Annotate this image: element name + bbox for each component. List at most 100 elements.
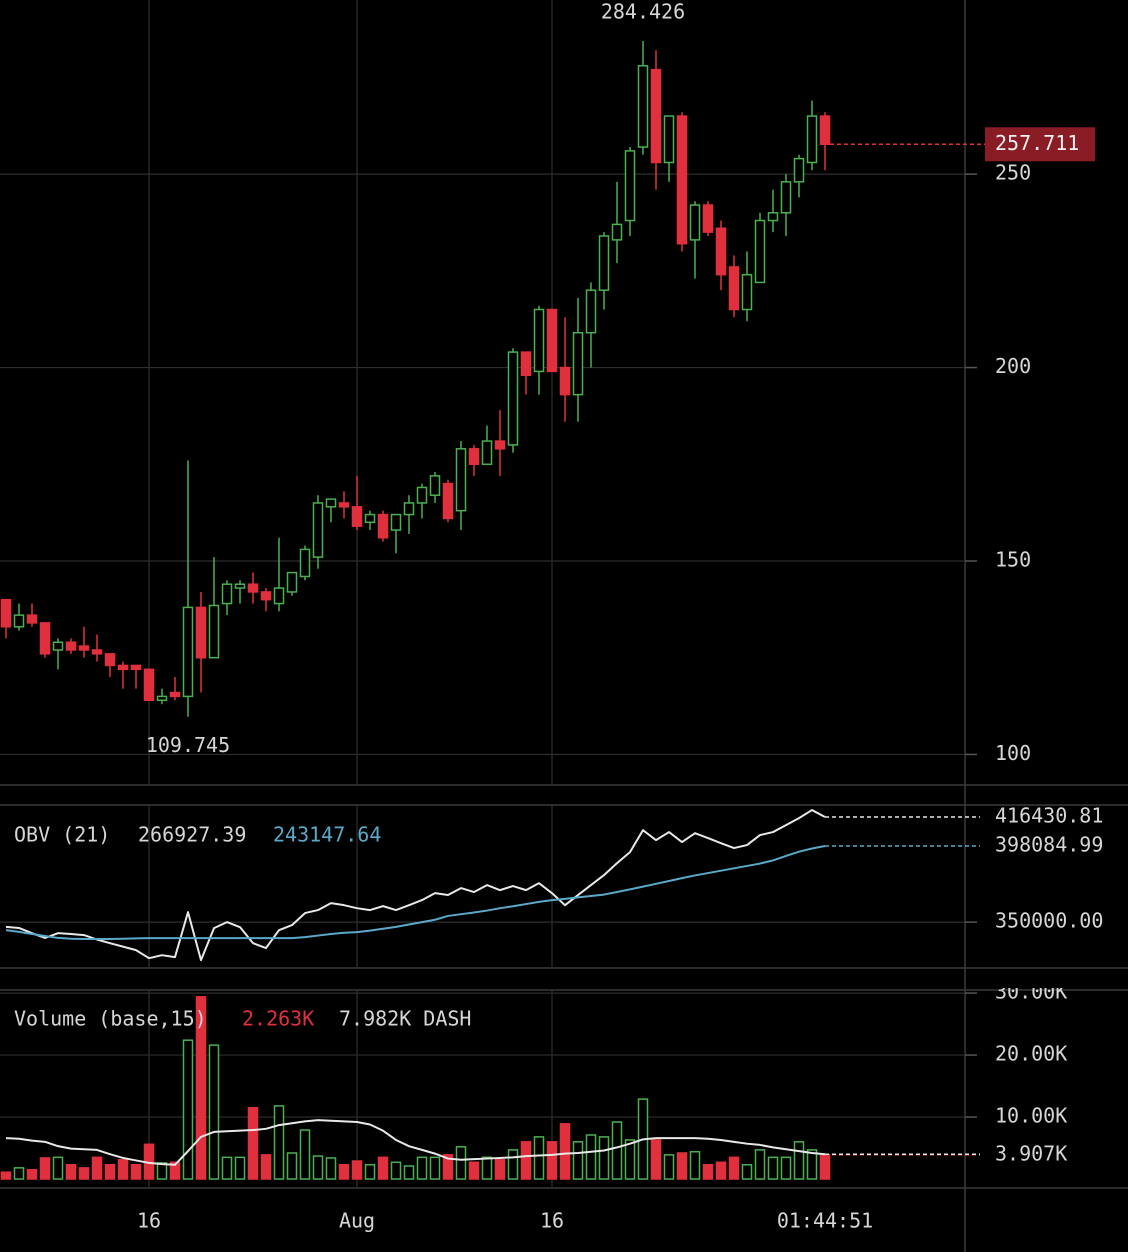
y-tick-label: 10.00K <box>995 1104 1067 1128</box>
obv-title: OBV (21) <box>14 823 110 847</box>
volume-bar <box>325 1157 337 1180</box>
volume-bar <box>0 1171 12 1180</box>
volume-bar <box>546 1141 558 1180</box>
candle-body <box>741 273 753 311</box>
volume-bar <box>117 1159 129 1180</box>
candle-body <box>130 664 142 671</box>
candle-body <box>637 65 649 148</box>
volume-bar <box>611 1121 623 1180</box>
candle-body <box>390 513 402 531</box>
volume-bar <box>273 1105 285 1180</box>
volume-title: Volume (base,15) <box>14 1007 207 1031</box>
candle-body <box>156 695 168 702</box>
candle-body <box>767 212 779 222</box>
candle-body <box>221 583 233 605</box>
candle-body <box>650 68 662 164</box>
candle-body <box>364 513 376 524</box>
volume-bar <box>78 1167 90 1180</box>
candle-body <box>104 653 116 667</box>
volume-bar <box>182 1039 194 1180</box>
volume-bar <box>416 1156 428 1180</box>
volume-bar <box>338 1164 350 1180</box>
candle-body <box>208 604 220 659</box>
volume-bar <box>104 1164 116 1180</box>
last-value-label: 3.907K <box>995 1141 1067 1165</box>
candle-body <box>793 157 805 183</box>
candle-body <box>325 498 337 508</box>
volume-bar <box>13 1167 25 1180</box>
candle-body <box>377 513 389 539</box>
candle-body <box>117 664 129 671</box>
candle-body <box>728 266 740 311</box>
volume-bar <box>52 1156 64 1180</box>
candle-body <box>520 351 532 377</box>
candle-body <box>52 641 64 651</box>
candle-body <box>299 548 311 578</box>
volume-bar <box>403 1165 415 1180</box>
y-tick-label: 350000.00 <box>995 909 1103 933</box>
volume-bar <box>533 1136 545 1180</box>
volume-bar <box>195 996 207 1180</box>
candle-body <box>247 583 259 593</box>
candle-body <box>624 150 636 222</box>
volume-bar <box>234 1156 246 1180</box>
volume-bar <box>455 1146 467 1180</box>
volume-bar <box>39 1157 51 1180</box>
candle-body <box>0 598 12 628</box>
y-tick-label: 30.00K <box>995 980 1067 1004</box>
candle-body <box>689 204 701 241</box>
x-tick-label: 16 <box>137 1209 161 1233</box>
candle-body <box>39 622 51 655</box>
candle-body <box>286 571 298 593</box>
volume-bar <box>663 1154 675 1180</box>
candle-body <box>754 219 766 284</box>
last-price-label: 257.711 <box>995 131 1079 155</box>
candle-body <box>273 587 285 605</box>
volume-bar <box>520 1141 532 1180</box>
volume-bar <box>351 1160 363 1180</box>
x-tick-label: Aug <box>339 1209 375 1233</box>
candle-body <box>546 308 558 373</box>
volume-bar <box>494 1159 506 1180</box>
obv-signal-legend-value: 243147.64 <box>273 823 381 847</box>
indicator-headers: OBV (21) 266927.39 243147.64 Volume (bas… <box>14 823 471 1031</box>
candle-body <box>442 482 454 520</box>
volume-bar <box>624 1139 636 1180</box>
low-annotation: 109.745 <box>146 733 230 757</box>
volume-bar <box>364 1164 376 1180</box>
candle-body <box>182 606 194 698</box>
candle-body <box>494 440 506 450</box>
volume-bar <box>741 1164 753 1180</box>
volume-bar <box>65 1164 77 1180</box>
volume-bar <box>481 1156 493 1180</box>
candle-body <box>585 289 597 334</box>
high-annotation: 284.426 <box>601 0 685 23</box>
volume-bar <box>559 1123 571 1180</box>
y-tick-label: 20.00K <box>995 1042 1067 1066</box>
volume-bar <box>689 1150 701 1180</box>
last-price-box <box>985 127 1095 162</box>
candle-body <box>143 668 155 702</box>
candle-body <box>663 115 675 164</box>
candle-body <box>468 448 480 466</box>
candle-body <box>91 649 103 655</box>
candle-body <box>715 227 727 276</box>
volume-ma-legend-value: 7.982K DASH <box>339 1007 471 1031</box>
candle-body <box>572 331 584 396</box>
candle-body <box>780 181 792 214</box>
candle-body <box>403 502 415 516</box>
candle-body <box>195 606 207 659</box>
volume-bar <box>442 1154 454 1180</box>
candle-body <box>78 645 90 651</box>
volume-bar <box>572 1141 584 1180</box>
volume-bar <box>208 1044 220 1180</box>
volume-bar <box>715 1161 727 1180</box>
x-tick-label: 16 <box>540 1209 564 1233</box>
volume-bar <box>169 1161 181 1180</box>
candle-body <box>806 115 818 164</box>
candle-body <box>312 502 324 558</box>
